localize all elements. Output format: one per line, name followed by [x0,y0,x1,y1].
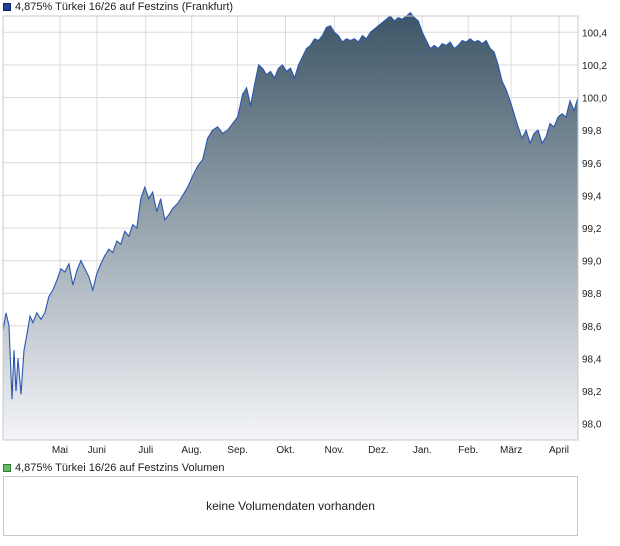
y-tick-label: 100,0 [582,94,607,105]
x-tick-label: Aug. [181,445,202,456]
y-tick-label: 99,0 [582,257,602,268]
no-volume-message: keine Volumendaten vorhanden [206,499,375,513]
y-tick-label: 98,2 [582,387,602,398]
x-tick-label: April [549,445,569,456]
x-tick-label: März [500,445,522,456]
price-legend-label: 4,875% Türkei 16/26 auf Festzins (Frankf… [15,1,234,13]
y-tick-label: 98,6 [582,322,602,333]
y-tick-label: 98,0 [582,420,602,431]
price-legend: 4,875% Türkei 16/26 auf Festzins (Frankf… [3,0,233,14]
volume-legend-label: 4,875% Türkei 16/26 auf Festzins Volumen [15,462,225,474]
volume-legend-swatch [3,464,11,472]
y-tick-label: 100,4 [582,28,607,39]
volume-legend: 4,875% Türkei 16/26 auf Festzins Volumen [3,461,225,475]
x-tick-label: Sep. [227,445,248,456]
x-tick-label: Juli [138,445,153,456]
y-tick-label: 100,2 [582,61,607,72]
price-legend-swatch [3,3,11,11]
price-line [2,11,579,400]
volume-panel: keine Volumendaten vorhanden [3,476,578,536]
x-tick-label: Dez. [368,445,389,456]
x-tick-label: Okt. [276,445,294,456]
x-tick-label: Feb. [458,445,478,456]
y-tick-label: 99,4 [582,191,602,202]
y-tick-label: 99,2 [582,224,602,235]
price-chart: 98,0 98,2 98,4 98,6 98,8 99,0 99,2 99,4 99,6 99,8… [2,11,607,456]
x-tick-label: Juni [88,445,106,456]
plot-frame-border [2,15,579,441]
y-tick-label: 98,4 [582,354,602,365]
x-tick-label: Mai [52,445,68,456]
x-tick-label: Jan. [413,445,432,456]
x-tick-label: Nov. [325,445,345,456]
price-area [3,12,578,440]
y-tick-label: 98,8 [582,289,602,300]
y-tick-label: 99,6 [582,159,602,170]
y-tick-label: 99,8 [582,126,602,137]
